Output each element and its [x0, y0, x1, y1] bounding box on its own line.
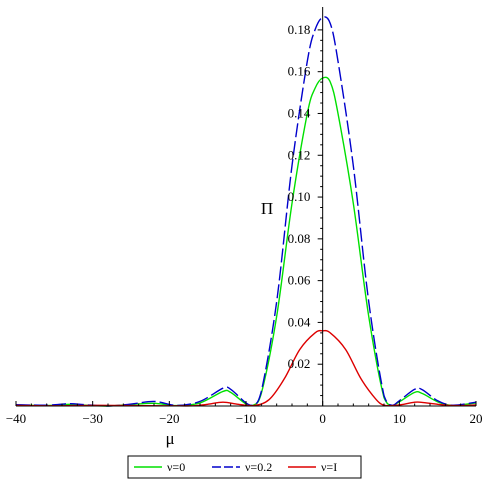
- legend-entry-label: ν=I: [321, 460, 337, 474]
- axes: −40 −30 −20 −10 0 10 20 0.02 0.04 0.06 0.08 0.10 0.1…: [6, 7, 483, 426]
- x-axis-label: μ: [165, 429, 174, 448]
- y-tick-label: 0.18: [288, 22, 311, 37]
- y-tick-label: 0.06: [288, 273, 311, 288]
- series-line-1: [15, 16, 477, 407]
- legend-box: [127, 455, 362, 479]
- legend-entry-label: ν=0: [167, 460, 185, 474]
- legend: ν=0 ν=0.2 ν=I: [127, 455, 362, 479]
- x-tick-label: −40: [6, 411, 26, 426]
- x-tick-label: −20: [159, 411, 179, 426]
- y-tick-label: 0.14: [288, 105, 311, 120]
- legend-entry-label: ν=0.2: [245, 460, 272, 474]
- y-tick-label: 0.10: [288, 189, 311, 204]
- y-tick-label: 0.04: [288, 314, 311, 329]
- x-tick-label: −30: [82, 411, 102, 426]
- series-line-0: [15, 76, 477, 407]
- x-tick-label: 0: [319, 411, 326, 426]
- y-tick-label: 0.12: [288, 147, 311, 162]
- y-tick-label: 0.08: [288, 231, 311, 246]
- x-tick-label: −10: [236, 411, 256, 426]
- y-axis-label: Π: [261, 199, 273, 218]
- x-tick-label: 20: [470, 411, 483, 426]
- y-tick-label: 0.16: [288, 64, 311, 79]
- x-tick-label: 10: [393, 411, 406, 426]
- series-curves: [15, 16, 477, 407]
- y-tick-label: 0.02: [288, 356, 311, 371]
